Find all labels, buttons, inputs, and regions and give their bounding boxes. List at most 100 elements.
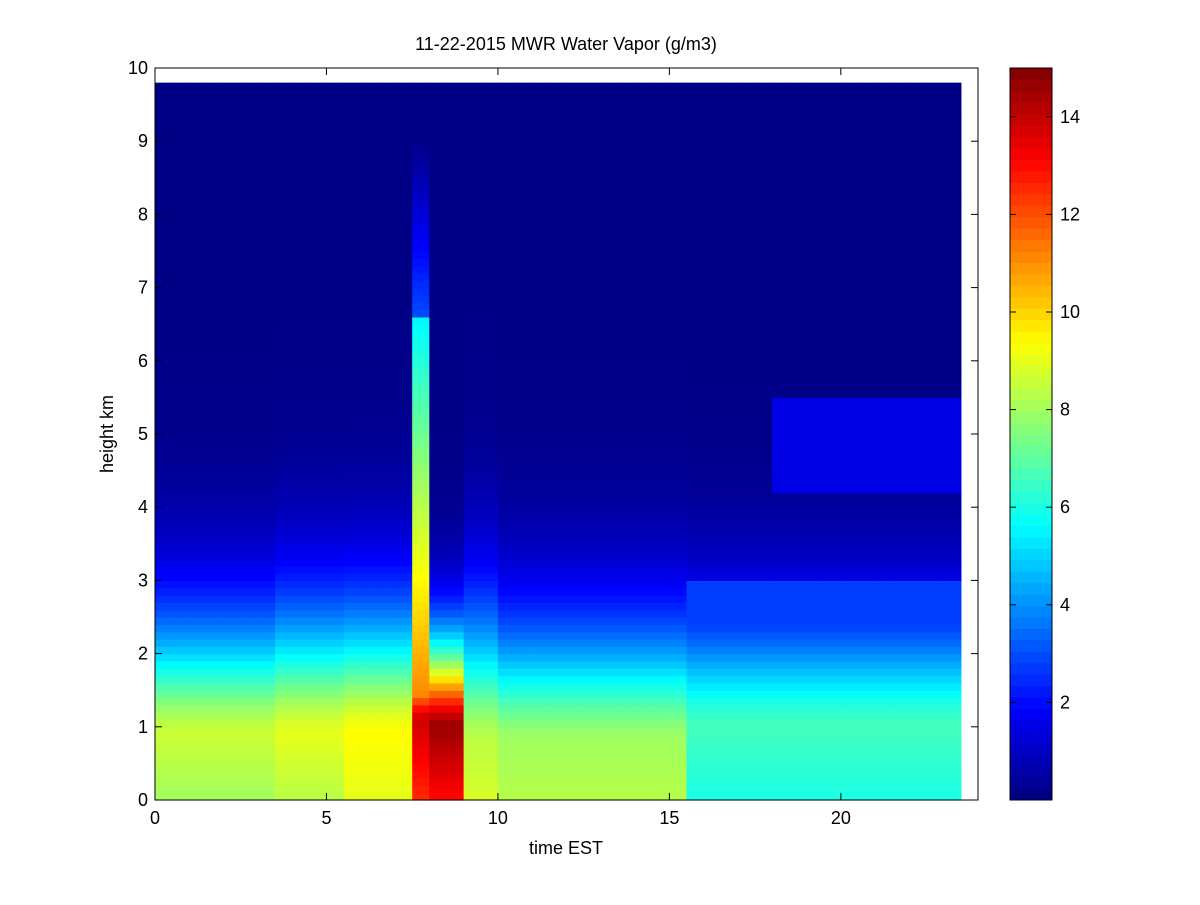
heatmap-cell — [429, 682, 448, 691]
heatmap-cell — [926, 477, 945, 486]
heatmap-cell — [806, 294, 825, 303]
heatmap-cell — [480, 470, 499, 479]
heatmap-cell — [309, 316, 328, 325]
heatmap-cell — [429, 199, 448, 208]
heatmap-cell — [926, 265, 945, 274]
heatmap-cell — [275, 704, 293, 713]
heatmap-cell — [909, 690, 928, 699]
heatmap-cell — [875, 792, 893, 801]
heatmap-cell — [840, 360, 859, 369]
heatmap-cell — [737, 514, 756, 523]
heatmap-cell — [532, 441, 550, 450]
heatmap-cell — [617, 660, 636, 669]
heatmap-cell — [875, 631, 893, 640]
heatmap-cell — [600, 368, 619, 377]
heatmap-cell — [206, 82, 225, 91]
heatmap-cell — [875, 470, 893, 479]
heatmap-cell — [617, 543, 636, 552]
heatmap-cell — [446, 719, 465, 728]
heatmap-cell — [463, 646, 482, 655]
heatmap-cell — [223, 434, 242, 442]
heatmap-cell — [549, 126, 568, 135]
heatmap-cell — [892, 609, 911, 618]
heatmap-cell — [463, 448, 482, 457]
heatmap-cell — [326, 251, 345, 259]
heatmap-cell — [617, 675, 636, 684]
heatmap-cell — [549, 646, 568, 655]
heatmap-cell — [686, 360, 705, 369]
heatmap-cell — [240, 551, 259, 560]
heatmap-cell — [377, 441, 396, 450]
heatmap-cell — [857, 309, 876, 318]
heatmap-cell — [892, 155, 911, 164]
heatmap-cell — [309, 148, 328, 157]
heatmap-cell — [789, 507, 808, 516]
heatmap-cell — [703, 748, 722, 757]
heatmap-cell — [583, 529, 602, 538]
heatmap-cell — [155, 163, 173, 172]
heatmap-cell — [583, 141, 602, 150]
heatmap-cell — [840, 778, 859, 786]
heatmap-cell — [463, 653, 482, 662]
heatmap-cell — [806, 646, 825, 655]
heatmap-cell — [857, 485, 876, 494]
heatmap-cell — [189, 133, 208, 142]
heatmap-cell — [155, 712, 173, 721]
heatmap-cell — [292, 89, 310, 98]
heatmap-cell — [206, 155, 225, 164]
heatmap-cell — [377, 587, 396, 596]
heatmap-cell — [275, 573, 293, 581]
heatmap-cell — [755, 602, 773, 611]
heatmap-cell — [497, 185, 516, 194]
heatmap-cell — [566, 258, 585, 267]
heatmap-cell — [480, 507, 499, 516]
heatmap-cell — [635, 133, 653, 142]
heatmap-cell — [686, 397, 705, 406]
heatmap-cell — [720, 455, 739, 464]
heatmap-cell — [840, 316, 859, 325]
heatmap-cell — [240, 719, 259, 728]
heatmap-cell — [395, 111, 413, 120]
heatmap-cell — [360, 492, 379, 501]
heatmap-cell — [189, 587, 208, 596]
heatmap-cell — [772, 565, 790, 574]
heatmap-cell — [223, 353, 242, 362]
heatmap-cell — [240, 287, 259, 296]
heatmap-cell — [292, 419, 310, 428]
heatmap-cell — [155, 682, 173, 691]
heatmap-cell — [275, 660, 293, 669]
heatmap-cell — [549, 499, 568, 508]
heatmap-cell — [377, 485, 396, 494]
heatmap-cell — [566, 324, 585, 333]
heatmap-cell — [600, 668, 619, 677]
heatmap-cell — [737, 609, 756, 618]
heatmap-cell — [257, 434, 276, 442]
heatmap-cell — [875, 565, 893, 574]
heatmap-cell — [583, 785, 602, 794]
heatmap-cell — [463, 104, 482, 113]
heatmap-cell — [377, 272, 396, 281]
heatmap-cell — [720, 499, 739, 508]
heatmap-cell — [395, 514, 413, 523]
heatmap-cell — [566, 763, 585, 772]
heatmap-cell — [875, 397, 893, 406]
heatmap-cell — [583, 192, 602, 201]
heatmap-cell — [155, 177, 173, 186]
heatmap-cell — [909, 199, 928, 208]
heatmap-cell — [515, 609, 533, 618]
heatmap-cell — [566, 778, 585, 786]
heatmap-cell — [532, 646, 550, 655]
heatmap-cell — [669, 529, 688, 538]
heatmap-cell — [377, 536, 396, 545]
heatmap-cell — [532, 770, 550, 779]
heatmap-cell — [326, 192, 345, 201]
heatmap-cell — [652, 199, 670, 208]
heatmap-cell — [343, 668, 362, 677]
heatmap-cell — [240, 353, 259, 362]
heatmap-cell — [172, 404, 190, 413]
heatmap-cell — [275, 331, 293, 340]
heatmap-cell — [840, 287, 859, 296]
heatmap-cell — [566, 499, 585, 508]
heatmap-cell — [429, 573, 448, 581]
heatmap-cell — [806, 448, 825, 457]
